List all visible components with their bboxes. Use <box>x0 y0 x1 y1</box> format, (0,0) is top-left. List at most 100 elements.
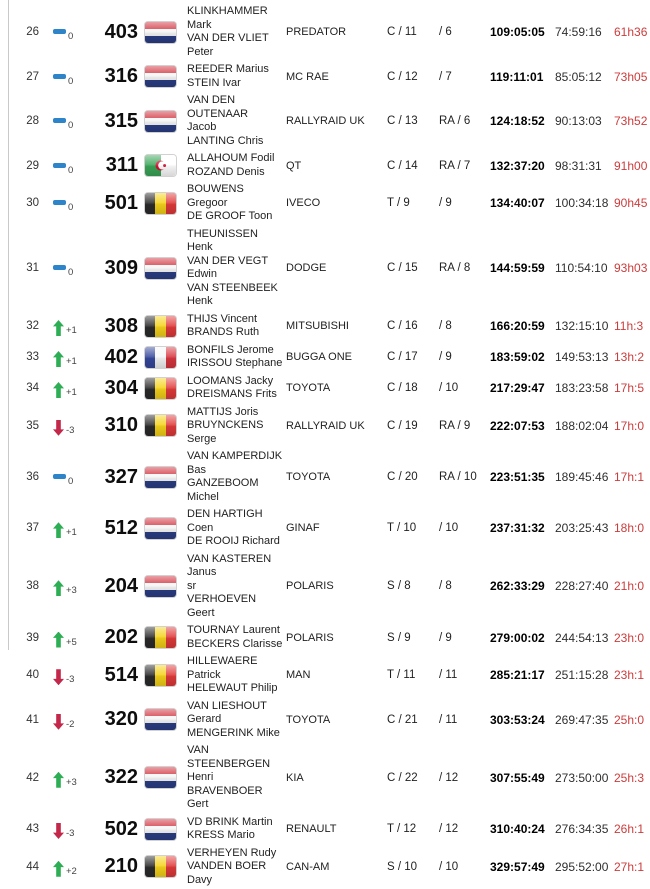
country-flag-icon <box>145 22 176 43</box>
change-indicator: +3 <box>40 575 86 597</box>
table-row: 28 0 315 VAN DEN OUTENAAR Jacob LANTING … <box>0 92 650 150</box>
group-rank: / 10 <box>432 382 490 394</box>
up-arrow-icon <box>53 580 64 596</box>
down-arrow-icon <box>53 823 64 839</box>
change-indicator: 0 <box>40 466 86 488</box>
gap-time: 98:31:31 <box>552 159 610 173</box>
change-value-label: +3 <box>66 585 77 596</box>
flag-cell <box>138 415 180 436</box>
class-rank: C / 15 <box>382 262 432 274</box>
flag-gloss-overlay <box>145 856 176 877</box>
crew-names: BOUWENS Gregoor DE GROOF Toon <box>180 183 284 224</box>
change-value-label: +3 <box>66 777 77 788</box>
table-row: 35 -3 310 MATTIJS Joris BRUYNCKENS Serge… <box>0 404 650 449</box>
table-row: 40 -3 514 HILLEWAERE Patrick HELEWAUT Ph… <box>0 653 650 698</box>
crew-names: REEDER Marius STEIN Ivar <box>180 63 284 90</box>
flag-gloss-overlay <box>145 193 176 214</box>
flag-cell <box>138 66 180 87</box>
car-number: 316 <box>86 65 138 88</box>
car-number: 514 <box>86 664 138 687</box>
standings-table: 26 0 403 KLINKHAMMER Mark VAN DER VLIET … <box>0 3 650 889</box>
flag-cell <box>138 709 180 730</box>
class-rank: C / 22 <box>382 772 432 784</box>
crew-names: VD BRINK Martin KRESS Mario <box>180 816 284 843</box>
total-time: 119:11:01 <box>490 70 552 84</box>
change-value-label: +2 <box>66 866 77 877</box>
country-flag-icon <box>145 258 176 279</box>
country-flag-icon <box>145 518 176 539</box>
class-rank: C / 17 <box>382 351 432 363</box>
country-flag-icon <box>145 665 176 686</box>
crew-names: TOURNAY Laurent BECKERS Clarisse <box>180 624 284 651</box>
class-rank: T / 12 <box>382 823 432 835</box>
total-time: 307:55:49 <box>490 771 552 785</box>
team-name: RALLYRAID UK <box>284 115 382 127</box>
class-rank: T / 9 <box>382 197 432 209</box>
penalty-time: 90h45 <box>610 196 650 210</box>
group-rank: / 12 <box>432 823 490 835</box>
gap-time: 85:05:12 <box>552 70 610 84</box>
total-time: 303:53:24 <box>490 713 552 727</box>
change-indicator: +5 <box>40 627 86 649</box>
car-number: 311 <box>86 154 138 177</box>
change-indicator: +1 <box>40 315 86 337</box>
team-name: TOYOTA <box>284 471 382 483</box>
table-row: 44 +2 210 VERHEYEN Rudy VANDEN BOER Davy… <box>0 845 650 889</box>
group-rank: / 10 <box>432 522 490 534</box>
car-number: 309 <box>86 257 138 280</box>
no-change-icon <box>53 265 66 270</box>
total-time: 109:05:05 <box>490 25 552 39</box>
penalty-time: 26h:1 <box>610 822 650 836</box>
up-arrow-icon <box>53 522 64 538</box>
table-row: 32 +1 308 THIJS Vincent BRANDS Ruth MITS… <box>0 311 650 342</box>
up-arrow-icon <box>53 772 64 788</box>
total-time: 262:33:29 <box>490 579 552 593</box>
position-label: 35 <box>0 420 40 432</box>
flag-cell <box>138 576 180 597</box>
country-flag-icon <box>145 155 176 176</box>
team-name: POLARIS <box>284 580 382 592</box>
flag-gloss-overlay <box>145 518 176 539</box>
penalty-time: 18h:0 <box>610 521 650 535</box>
group-rank: / 8 <box>432 580 490 592</box>
change-value-label: +1 <box>66 325 77 336</box>
country-flag-icon <box>145 111 176 132</box>
position-label: 42 <box>0 772 40 784</box>
crew-names: VAN KAMPERDIJK Bas GANZEBOOM Michel <box>180 450 284 504</box>
up-arrow-icon <box>53 351 64 367</box>
penalty-time: 23h:0 <box>610 631 650 645</box>
group-rank: / 10 <box>432 861 490 873</box>
group-rank: / 9 <box>432 197 490 209</box>
no-change-icon <box>53 163 66 168</box>
car-number: 402 <box>86 346 138 369</box>
country-flag-icon <box>145 819 176 840</box>
change-indicator: +3 <box>40 767 86 789</box>
gap-time: 100:34:18 <box>552 196 610 210</box>
team-name: RALLYRAID UK <box>284 420 382 432</box>
change-value-label: 0 <box>68 267 73 278</box>
no-change-icon <box>53 474 66 479</box>
penalty-time: 61h36 <box>610 25 650 39</box>
group-rank: / 11 <box>432 669 490 681</box>
position-label: 40 <box>0 669 40 681</box>
flag-cell <box>138 155 180 176</box>
table-row: 34 +1 304 LOOMANS Jacky DREISMANS Frits … <box>0 373 650 404</box>
position-label: 26 <box>0 26 40 38</box>
gap-time: 203:25:43 <box>552 521 610 535</box>
flag-gloss-overlay <box>145 22 176 43</box>
flag-gloss-overlay <box>145 709 176 730</box>
penalty-time: 27h:1 <box>610 860 650 874</box>
position-label: 33 <box>0 351 40 363</box>
change-value-label: 0 <box>68 165 73 176</box>
position-label: 39 <box>0 632 40 644</box>
change-indicator: 0 <box>40 155 86 177</box>
position-label: 30 <box>0 197 40 209</box>
penalty-time: 73h05 <box>610 70 650 84</box>
group-rank: / 6 <box>432 26 490 38</box>
table-row: 37 +1 512 DEN HARTIGH Coen DE ROOIJ Rich… <box>0 506 650 551</box>
table-row: 33 +1 402 BONFILS Jerome IRISSOU Stephan… <box>0 342 650 373</box>
change-value-label: +1 <box>66 356 77 367</box>
country-flag-icon <box>145 767 176 788</box>
position-label: 32 <box>0 320 40 332</box>
total-time: 166:20:59 <box>490 319 552 333</box>
